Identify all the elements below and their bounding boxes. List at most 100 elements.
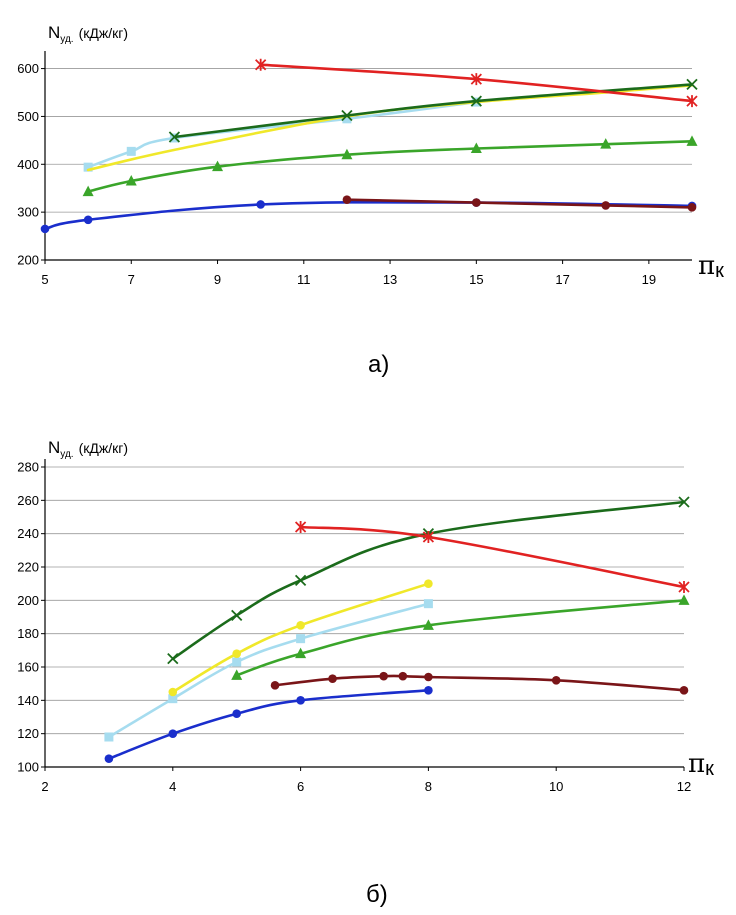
x-axis-label-symbol: π [688, 749, 705, 779]
data-point [686, 95, 698, 108]
data-point [678, 581, 690, 593]
y-tick-label: 500 [17, 109, 39, 124]
data-point [678, 594, 690, 605]
series-line [171, 582, 430, 694]
x-tick-label: 15 [469, 272, 483, 287]
y-tick-label: 600 [17, 61, 39, 76]
data-point [296, 621, 305, 630]
data-point [472, 198, 481, 207]
data-point [167, 653, 179, 665]
data-point [232, 649, 241, 658]
data-point [379, 671, 388, 681]
data-point [398, 671, 408, 681]
x-tick-label: 10 [549, 779, 563, 794]
data-point [83, 215, 93, 225]
data-point [232, 709, 241, 718]
y-tick-label: 260 [17, 493, 39, 508]
x-tick-label: 11 [297, 272, 311, 287]
series-line [107, 602, 430, 739]
data-point [600, 138, 612, 149]
x-tick-label: 13 [383, 272, 397, 287]
data-point [168, 687, 178, 697]
x-axis-label-subscript: к [705, 758, 714, 780]
y-tick-label: 200 [17, 253, 39, 268]
x-tick-label: 12 [677, 779, 691, 794]
data-point [104, 754, 114, 763]
data-point [551, 676, 561, 685]
x-tick-label: 6 [297, 779, 304, 794]
data-point [424, 579, 433, 588]
data-point [686, 78, 698, 91]
x-axis-label: πк [688, 749, 714, 780]
y-tick-label: 400 [17, 157, 39, 172]
data-point [424, 672, 433, 682]
data-point [168, 131, 181, 143]
y-tick-label: 180 [17, 626, 39, 641]
data-point [470, 73, 482, 86]
series-line [171, 500, 686, 660]
y-axis-label-subscript: уд. [60, 449, 73, 460]
chart-caption: а) [368, 351, 389, 378]
chart-b: 100 120 140 160 180 200 220 240 260 280 2 4 6 8 10 12 Nу… [17, 438, 714, 908]
data-point [294, 521, 307, 533]
y-tick-label: 220 [17, 560, 39, 575]
data-point [342, 195, 352, 204]
data-point [212, 160, 224, 172]
data-point [424, 686, 433, 695]
x-tick-label: 8 [425, 779, 432, 794]
data-point [231, 609, 243, 621]
data-point [679, 686, 689, 695]
data-point [168, 729, 178, 738]
y-tick-label: 100 [17, 760, 39, 775]
y-tick-label: 280 [17, 460, 39, 475]
data-point [686, 135, 698, 146]
series-line [86, 84, 694, 172]
y-tick-label: 160 [17, 660, 39, 675]
data-point [423, 599, 433, 609]
x-tick-label: 4 [169, 779, 176, 794]
data-point [104, 732, 114, 742]
y-axis-label-unit: (кДж/кг) [79, 25, 128, 41]
data-point [470, 142, 482, 153]
y-tick-label: 120 [17, 726, 39, 741]
data-point [256, 200, 265, 209]
data-point [687, 203, 697, 212]
chart-a: 200 300 400 500 600 5 7 9 11 13 15 17 19 Nуд. (кДж/кг)… [17, 23, 724, 378]
data-point [231, 669, 243, 680]
series-line [86, 100, 478, 169]
series-line [235, 599, 686, 677]
data-point [422, 619, 434, 630]
x-axis-label-subscript: к [715, 260, 724, 282]
x-axis-label-symbol: π [698, 251, 715, 281]
data-point [126, 146, 136, 156]
data-point [470, 95, 482, 107]
data-point [328, 674, 337, 683]
data-point [40, 224, 50, 234]
data-point [294, 574, 307, 586]
y-axis-label-subscript: уд. [60, 34, 73, 45]
y-axis-label: Nуд. (кДж/кг) [48, 438, 128, 460]
y-tick-label: 300 [17, 205, 39, 220]
data-point [678, 496, 690, 508]
data-point [341, 148, 353, 160]
x-tick-label: 5 [41, 272, 48, 287]
y-tick-label: 140 [17, 693, 39, 708]
data-point [125, 175, 137, 186]
data-point [168, 694, 178, 704]
data-point [82, 185, 94, 197]
x-tick-label: 19 [642, 272, 656, 287]
series-line [345, 198, 694, 209]
y-axis-label-unit: (кДж/кг) [79, 440, 128, 456]
y-axis-label: Nуд. (кДж/кг) [48, 23, 128, 45]
x-axis-label: πк [698, 251, 724, 282]
data-point [422, 531, 435, 543]
chart-caption: б) [366, 881, 388, 908]
x-tick-label: 9 [214, 272, 221, 287]
data-point [270, 681, 280, 690]
data-point [232, 657, 242, 667]
y-tick-label: 200 [17, 593, 39, 608]
data-point [295, 647, 307, 659]
data-point [341, 109, 353, 122]
data-point [296, 634, 306, 644]
